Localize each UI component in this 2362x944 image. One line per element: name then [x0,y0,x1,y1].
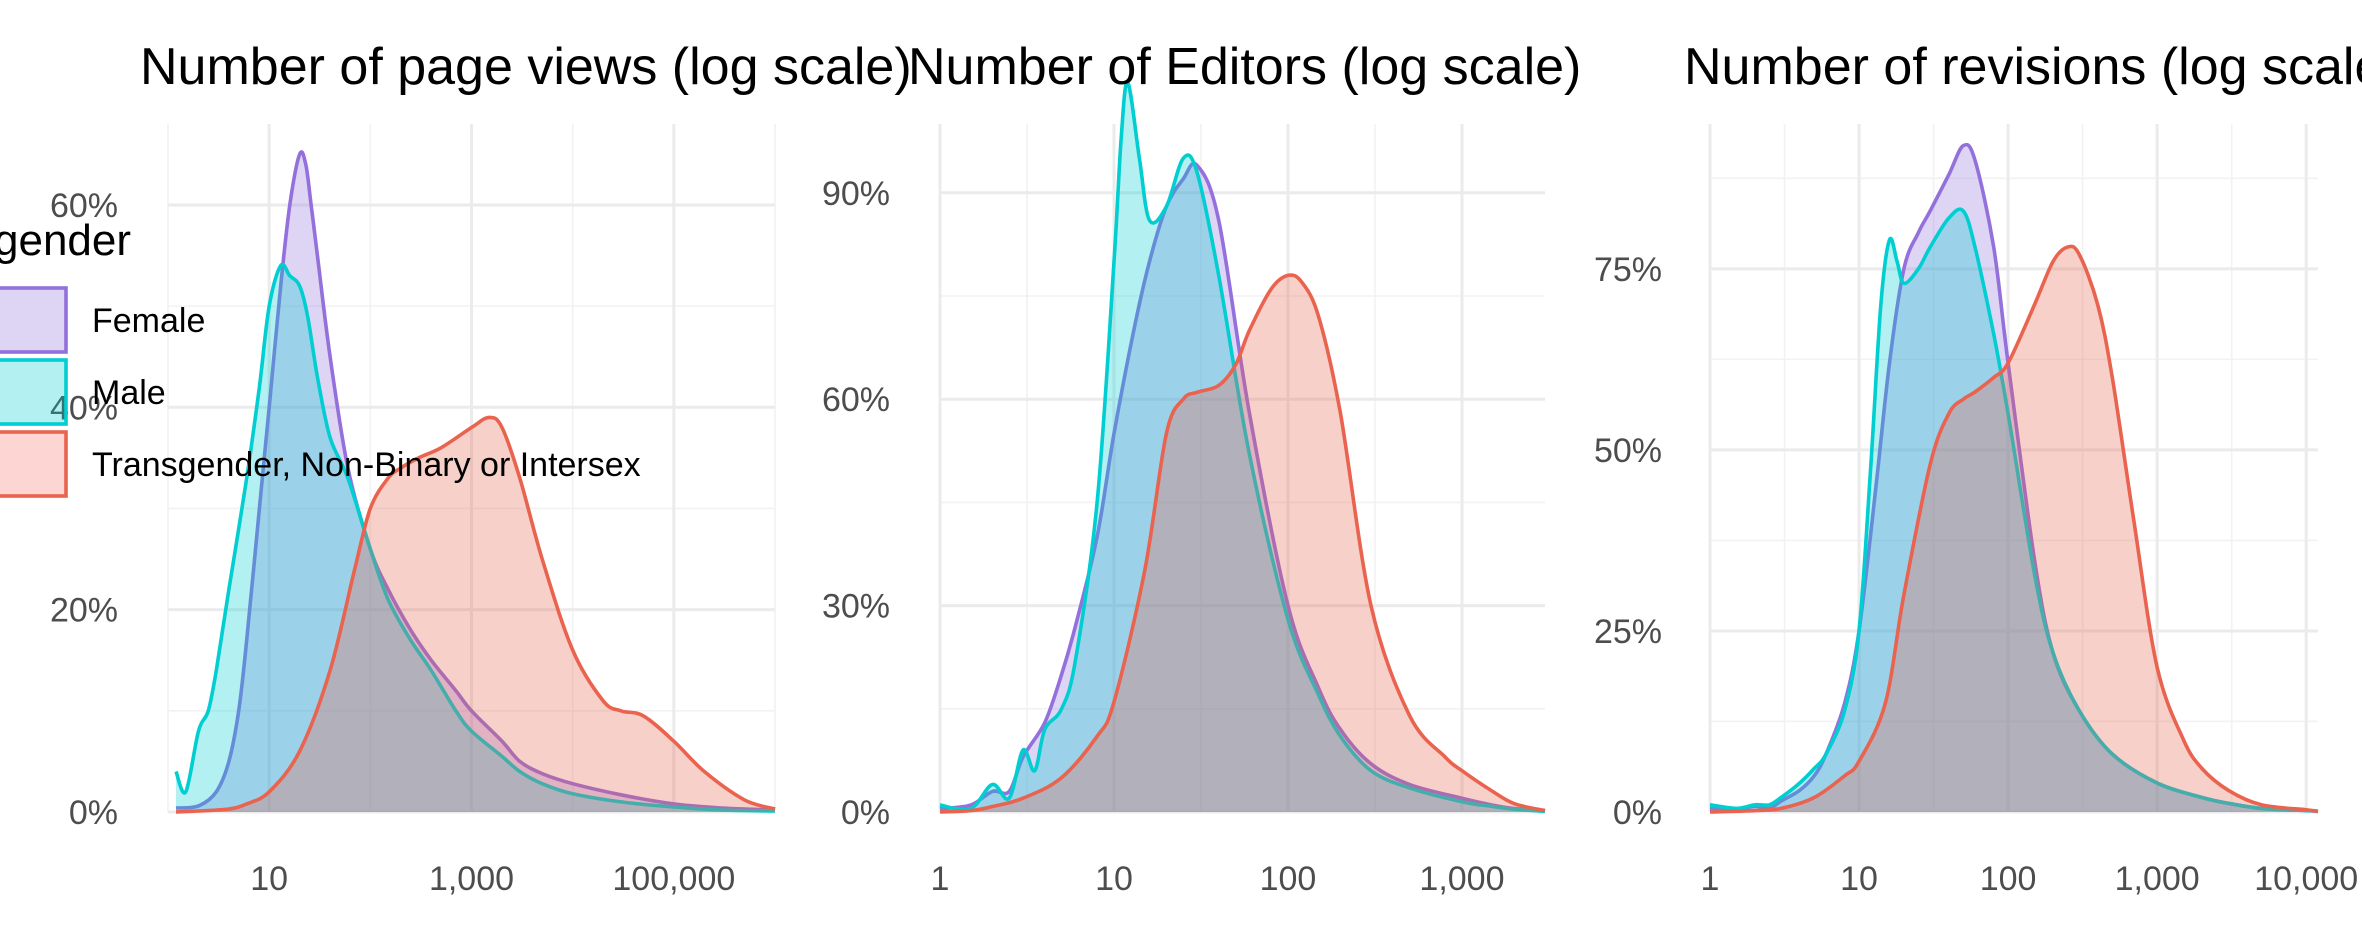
y-tick-label: 60% [822,381,890,419]
density-line-female [175,150,776,812]
x-tick-label: 1,000 [429,860,514,898]
density-area-male [1710,209,2318,812]
x-tick-label: 1,000 [2115,860,2200,898]
density-area-female [1710,144,2318,812]
y-tick-label: 0% [1613,794,1662,832]
density-line-transgender [939,273,1546,814]
legend-item-transgender: Transgender, Non-Binary or Intersex [0,430,641,498]
panel-3: 0% 25% 50% 75% 1 10 100 1,000 10,000 Number of re… [1594,38,2362,898]
chart-panels: 0% 20% 40% 60% 10 1,000 100,000 Number of page … [50,38,2362,898]
y-tick-label: 60% [50,187,118,225]
density-area-male [176,264,775,812]
density-area-male [940,82,1545,812]
y-tick-label: 0% [69,794,118,832]
x-tick-label: 100 [1260,860,1317,898]
x-tick-label: 10 [1840,860,1878,898]
legend: gender Female Male Transgender, Non-Binary … [0,216,641,498]
legend-item-female: Female [0,286,205,354]
density-area-female [940,163,1545,812]
x-tick-label: 10,000 [2254,860,2358,898]
density-line-transgender [175,415,776,814]
legend-label-male: Male [92,374,166,412]
panel-2: 0% 30% 60% 90% 1 10 100 1,000 Number of Editors … [822,38,1581,898]
y-tick-label: 75% [1594,251,1662,289]
legend-title: gender [0,216,131,265]
density-line-transgender [1709,244,2319,814]
x-tick-label: 1 [931,860,950,898]
density-area-female [176,151,775,812]
y-tick-label: 50% [1594,432,1662,470]
x-tick-label: 100,000 [612,860,735,898]
legend-label-transgender: Transgender, Non-Binary or Intersex [92,446,641,484]
x-tick-label: 1 [1701,860,1720,898]
y-tick-label: 40% [50,389,118,427]
x-tick-label: 10 [1095,860,1133,898]
y-tick-label: 25% [1594,613,1662,651]
legend-key-male [0,358,68,426]
y-tick-label: 0% [841,794,890,832]
x-tick-label: 100 [1980,860,2037,898]
panel-title: Number of Editors (log scale) [908,38,1581,96]
density-line-female [939,161,1546,813]
legend-key-female [0,286,68,354]
panel-title: Number of page views (log scale) [140,38,912,96]
y-tick-label: 30% [822,588,890,626]
density-line-male [174,262,776,813]
panel-1: 0% 20% 40% 60% 10 1,000 100,000 Number of page … [50,38,912,898]
legend-item-male: Male [0,358,166,426]
y-tick-label: 20% [50,592,118,630]
legend-label-female: Female [92,302,205,340]
density-line-male [939,80,1546,814]
density-area-transgender [940,274,1545,812]
x-tick-label: 1,000 [1419,860,1504,898]
x-tick-label: 10 [250,860,288,898]
density-line-male [1709,207,2319,814]
density-area-transgender [1710,246,2318,812]
panel-title: Number of revisions (log scale) [1684,38,2362,96]
y-tick-label: 90% [822,175,890,213]
legend-key-transgender [0,430,68,498]
